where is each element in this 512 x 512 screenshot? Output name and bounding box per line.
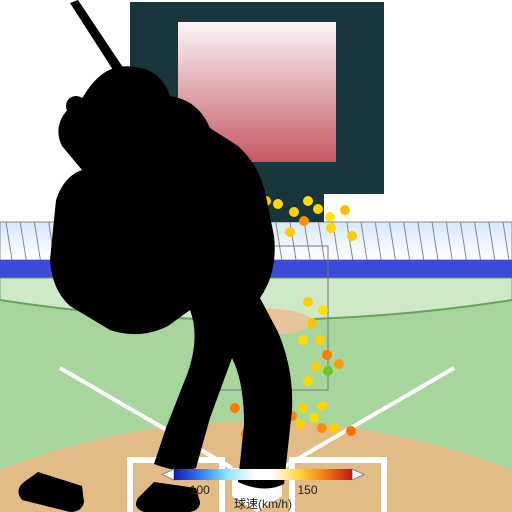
pitch-point xyxy=(299,216,309,226)
pitch-point xyxy=(303,297,313,307)
pitch-point xyxy=(340,205,350,215)
pitch-point xyxy=(298,403,308,413)
pitch-point xyxy=(322,350,332,360)
pitch-point xyxy=(323,366,333,376)
pitch-point xyxy=(347,231,357,241)
pitch-point xyxy=(318,305,328,315)
pitch-point xyxy=(307,318,317,328)
pitch-point xyxy=(295,419,305,429)
colorbar-tick: 100 xyxy=(190,483,210,497)
pitch-point xyxy=(303,376,313,386)
colorbar-label: 球速(km/h) xyxy=(234,497,292,511)
pitch-point xyxy=(285,227,295,237)
pitch-point xyxy=(309,413,319,423)
colorbar xyxy=(174,469,352,480)
pitch-point xyxy=(289,207,299,217)
pitch-point xyxy=(298,335,308,345)
pitch-point xyxy=(311,362,321,372)
pitch-point xyxy=(303,196,313,206)
pitch-point xyxy=(326,223,336,233)
pitch-point xyxy=(315,335,325,345)
pitch-point xyxy=(317,423,327,433)
colorbar-tick: 150 xyxy=(297,483,317,497)
pitch-point xyxy=(334,359,344,369)
pitch-point xyxy=(346,426,356,436)
pitch-location-chart: 100 150 球速(km/h) xyxy=(0,0,512,512)
pitch-point xyxy=(273,199,283,209)
pitch-point xyxy=(317,401,327,411)
pitch-point xyxy=(329,423,339,433)
pitch-point xyxy=(230,403,240,413)
pitch-point xyxy=(325,212,335,222)
pitch-point xyxy=(313,204,323,214)
